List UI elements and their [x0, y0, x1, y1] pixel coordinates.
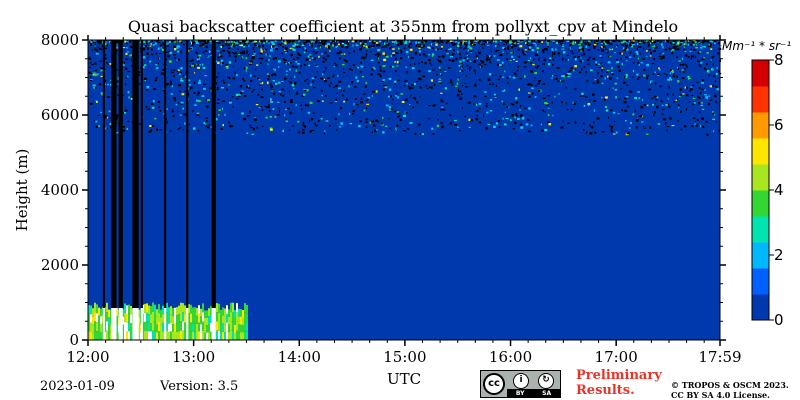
x-tick-label: 14:00 — [278, 348, 321, 366]
chart-title: Quasi backscatter coefficient at 355nm f… — [128, 17, 678, 36]
cloud-column-base — [164, 308, 167, 340]
copyright-note: © TROPOS & OSCM 2023. CC BY SA 4.0 Licen… — [671, 380, 789, 400]
colorbar-tick-label: 8 — [774, 51, 784, 69]
version-label: Version: 3.5 — [160, 379, 239, 394]
axes: 0 2000 4000 6000 8000 12:00 13:00 14:00 15:00 16:… — [41, 31, 742, 366]
cloud-column — [132, 40, 139, 308]
colorbar-segment — [752, 112, 769, 139]
x-tick-label: 16:00 — [489, 348, 532, 366]
cloud-column — [140, 40, 143, 308]
x-axis-label: UTC — [387, 370, 421, 388]
colorbar-segment — [752, 190, 769, 217]
y-tick-label: 4000 — [41, 181, 79, 199]
cloud-column — [186, 40, 189, 308]
colorbar-tick-label: 6 — [774, 116, 784, 134]
cloud-column — [164, 40, 167, 308]
cc-by-label: BY — [515, 389, 525, 397]
heatmap-noise — [88, 40, 722, 136]
colorbar-tick-label: 0 — [774, 311, 784, 329]
cc-icon: cc — [483, 373, 505, 395]
cloud-column-base — [186, 308, 189, 340]
cloud-column-base — [132, 308, 139, 340]
heatmap-low-layer — [88, 302, 248, 340]
preliminary-line-1: Preliminary — [576, 368, 662, 383]
x-tick-label: 13:00 — [172, 348, 215, 366]
colorbar-segment — [752, 268, 769, 295]
colorbar-segment — [752, 60, 769, 87]
colorbar-segment — [752, 242, 769, 269]
cloud-column — [111, 40, 117, 308]
colorbar-segment — [752, 138, 769, 165]
colorbar-label: Mm⁻¹ * sr⁻¹ — [722, 39, 791, 53]
cloud-column — [102, 40, 105, 308]
plot-area — [88, 40, 722, 340]
colorbar-segment — [752, 216, 769, 243]
y-tick-label: 8000 — [41, 31, 79, 49]
x-tick-label: 17:59 — [698, 348, 741, 366]
cloud-column — [211, 40, 216, 308]
colorbar: 0 2 4 6 8 — [751, 51, 784, 329]
cc-strip: BY SA — [507, 389, 560, 397]
copyright-line-1: © TROPOS & OSCM 2023. — [671, 380, 789, 390]
cloud-column-base — [111, 308, 117, 340]
measurement-date: 2023-01-09 — [40, 379, 115, 394]
cloud-column-base — [118, 308, 123, 340]
preliminary-line-2: Results. — [576, 383, 635, 398]
share-alike-icon: ↻ — [538, 373, 554, 389]
y-tick-label: 6000 — [41, 106, 79, 124]
x-tick-label: 17:00 — [595, 348, 638, 366]
preliminary-note: Preliminary Results. — [576, 368, 662, 398]
y-tick-label: 0 — [69, 331, 79, 349]
x-tick-label: 12:00 — [66, 348, 109, 366]
x-tick-label: 15:00 — [383, 348, 426, 366]
cloud-column-base — [102, 308, 105, 340]
colorbar-tick-label: 4 — [774, 181, 784, 199]
cloud-column-base — [211, 308, 216, 340]
colorbar-segment — [752, 294, 769, 321]
colorbar-segment — [752, 86, 769, 113]
y-axis-label: Height (m) — [13, 149, 31, 232]
cc-sa-label: SA — [542, 389, 552, 397]
y-tick-label: 2000 — [41, 256, 79, 274]
colorbar-segment — [752, 164, 769, 191]
cc-license-badge: cc i ↻ BY SA — [480, 370, 561, 398]
cloud-column-base — [140, 308, 143, 340]
cloud-column — [118, 40, 123, 308]
person-icon: i — [513, 373, 529, 389]
colorbar-tick-label: 2 — [774, 246, 784, 264]
copyright-line-2: CC BY SA 4.0 License. — [671, 390, 770, 400]
